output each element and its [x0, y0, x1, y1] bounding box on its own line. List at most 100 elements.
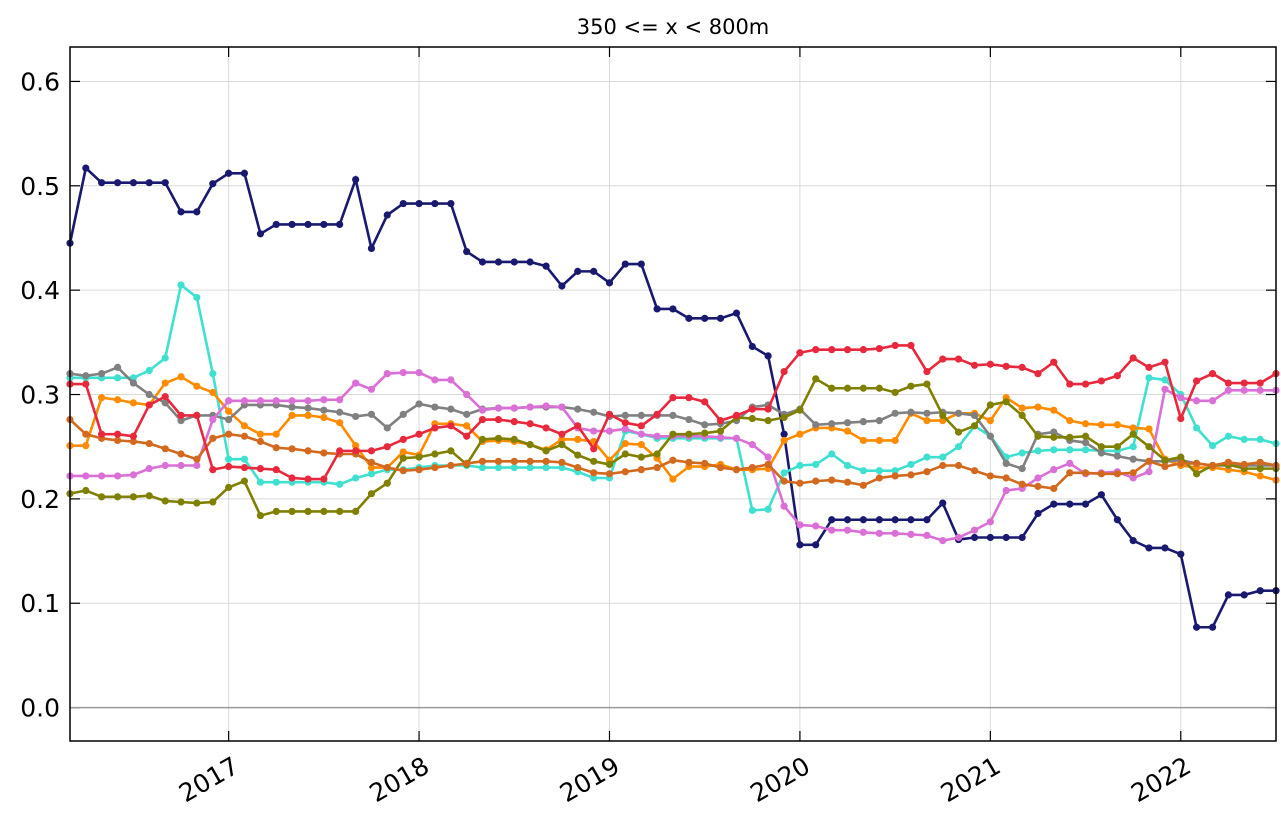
data-point	[669, 475, 677, 483]
data-point	[637, 441, 645, 449]
data-point	[225, 397, 233, 405]
data-point	[478, 435, 487, 443]
data-point	[605, 410, 614, 418]
data-point	[1192, 470, 1201, 478]
data-point	[399, 435, 407, 443]
data-point	[970, 411, 979, 419]
data-point	[431, 424, 439, 432]
data-point	[1145, 468, 1153, 476]
data-point	[1192, 459, 1201, 467]
x-tick-label: 2021	[936, 751, 1006, 808]
data-point	[669, 394, 677, 402]
data-point	[1018, 449, 1026, 457]
data-point	[161, 445, 169, 453]
data-point	[98, 370, 106, 378]
data-point	[621, 468, 629, 476]
data-point	[796, 541, 804, 549]
data-point	[240, 169, 249, 177]
data-point	[383, 211, 391, 219]
data-point	[177, 281, 185, 289]
data-point	[463, 422, 471, 430]
data-point	[1002, 533, 1010, 542]
data-point	[240, 455, 249, 463]
data-point	[1161, 462, 1169, 471]
data-point	[875, 384, 883, 392]
data-point	[986, 417, 994, 425]
data-point	[494, 457, 503, 465]
data-point	[780, 413, 788, 422]
data-point	[970, 422, 979, 430]
data-point	[1192, 377, 1201, 385]
data-point	[98, 394, 106, 402]
data-point	[1208, 442, 1217, 450]
data-point	[764, 405, 772, 413]
data-point	[716, 463, 725, 472]
data-point	[114, 363, 122, 371]
data-point	[1081, 420, 1090, 428]
data-point	[605, 470, 614, 478]
data-point	[875, 516, 883, 524]
data-point	[653, 305, 661, 313]
data-point	[1113, 421, 1121, 429]
data-point	[954, 533, 963, 542]
data-point	[859, 384, 867, 392]
data-point	[225, 415, 233, 424]
data-point	[383, 479, 391, 487]
data-point	[1050, 428, 1058, 436]
data-point	[510, 404, 518, 412]
data-point	[558, 282, 566, 290]
data-point	[114, 493, 122, 501]
data-point	[478, 406, 487, 414]
data-point	[1113, 470, 1121, 478]
data-point	[558, 463, 566, 472]
y-tick-label: 0.6	[20, 67, 60, 96]
data-point	[526, 420, 534, 428]
data-point	[716, 417, 725, 425]
data-point	[383, 443, 391, 451]
data-point	[399, 454, 407, 462]
data-point	[304, 404, 312, 412]
data-point	[82, 380, 90, 388]
data-point	[1034, 403, 1042, 411]
data-point	[828, 384, 836, 392]
data-point	[939, 499, 947, 507]
data-point	[177, 417, 185, 425]
data-point	[875, 529, 883, 537]
data-point	[209, 370, 217, 378]
data-point	[526, 441, 534, 449]
data-point	[986, 533, 994, 542]
data-point	[447, 376, 455, 384]
data-point	[701, 459, 709, 467]
data-point	[923, 367, 931, 376]
data-point	[859, 436, 867, 445]
data-point	[1208, 461, 1217, 470]
data-point	[796, 461, 804, 470]
data-point	[764, 460, 772, 469]
data-point	[98, 472, 106, 480]
data-point	[225, 430, 233, 438]
data-point	[336, 419, 344, 427]
data-point	[193, 382, 201, 390]
data-point	[1177, 550, 1185, 558]
data-point	[669, 456, 677, 464]
data-point	[780, 469, 788, 477]
data-point	[558, 430, 566, 438]
data-point	[907, 341, 915, 350]
data-point	[415, 430, 423, 438]
data-point	[288, 507, 296, 516]
data-point	[447, 461, 455, 470]
data-point	[193, 461, 201, 470]
data-point	[447, 422, 455, 430]
data-point	[939, 453, 947, 461]
data-point	[764, 505, 772, 513]
data-point	[494, 258, 503, 266]
data-point	[209, 466, 217, 474]
data-point	[114, 374, 122, 382]
data-point	[558, 403, 566, 411]
data-point	[891, 341, 899, 350]
data-point	[1034, 432, 1042, 440]
data-point	[1066, 500, 1074, 508]
data-point	[558, 458, 566, 466]
data-point	[240, 397, 249, 405]
data-point	[1018, 533, 1026, 542]
